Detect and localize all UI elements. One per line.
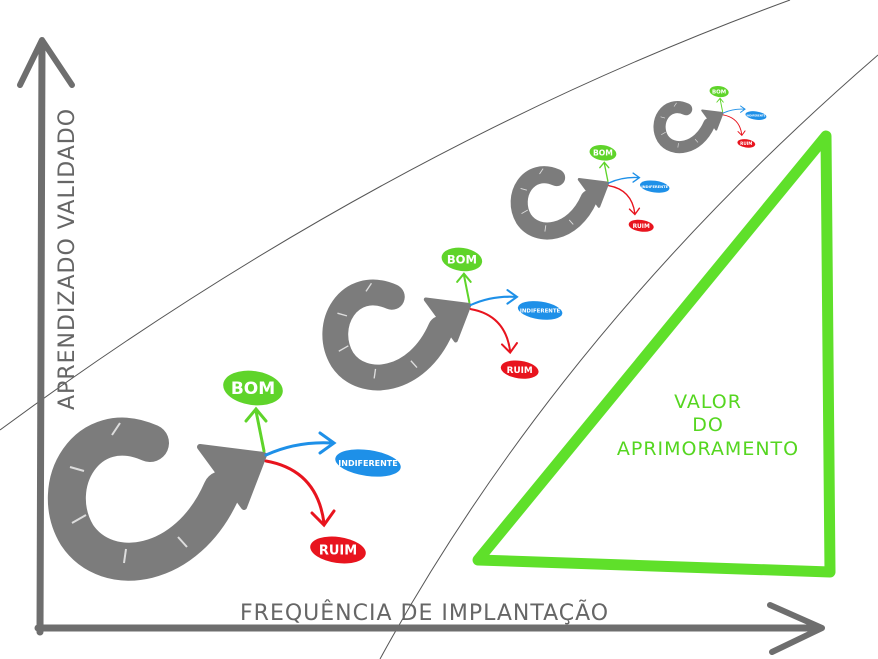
feedback-loop: BOM INDIFERENTE RUIM — [48, 370, 401, 581]
loop-tick — [410, 360, 418, 369]
neutral-outcome-label: INDIFERENTE — [641, 185, 668, 189]
bad-outcome-badge — [310, 536, 366, 564]
loop-tick — [365, 282, 373, 292]
bad-branch-arrow — [469, 308, 518, 355]
loop-tick — [568, 219, 574, 225]
bad-branch-arrow — [608, 185, 641, 216]
loop-tick — [177, 536, 188, 548]
bad-outcome-badge — [737, 139, 756, 148]
neutral-branch-arrow — [469, 289, 519, 307]
loop-arrow-body — [48, 417, 241, 581]
y-axis — [17, 37, 75, 636]
bad-outcome-label: RUIM — [740, 141, 752, 146]
loop-tick — [694, 139, 699, 143]
bad-outcome-label: RUIM — [633, 224, 650, 230]
good-outcome-badge — [709, 86, 729, 98]
good-branch-arrow — [456, 272, 472, 304]
feedback-loop: BOM INDIFERENTE RUIM — [322, 247, 563, 391]
value-label-line-2: DO — [692, 414, 724, 436]
neutral-outcome-badge — [639, 180, 670, 193]
loop-tick — [521, 209, 529, 214]
loop-arrow-head — [197, 444, 267, 510]
upper-boundary-line — [0, 0, 791, 431]
loop-tick — [539, 168, 544, 175]
good-outcome-badge — [441, 247, 483, 272]
loop-tick — [69, 466, 85, 472]
loop-tick — [661, 131, 666, 136]
neutral-outcome-badge — [745, 111, 767, 120]
good-branch-arrow — [244, 406, 268, 453]
good-branch-arrow — [716, 97, 724, 113]
loop-tick — [544, 225, 547, 232]
neutral-outcome-label: INDIFERENTE — [520, 308, 561, 314]
neutral-outcome-badge — [335, 449, 401, 477]
loop-arrow-body — [510, 166, 598, 240]
bad-branch-arrow — [264, 459, 336, 528]
neutral-branch-arrow — [722, 105, 746, 114]
good-outcome-badge — [589, 145, 617, 161]
feedback-loop: BOM INDIFERENTE RUIM — [653, 86, 767, 154]
x-axis-label: FREQUÊNCIA DE IMPLANTAÇÃO — [240, 599, 609, 626]
bad-outcome-label: RUIM — [507, 366, 533, 376]
loop-arrow-body — [322, 279, 454, 391]
loop-arrow-head — [577, 178, 610, 208]
value-label-line-1: VALOR — [674, 391, 742, 413]
good-outcome-label: BOM — [231, 379, 275, 399]
loop-arrow-head — [423, 297, 472, 343]
loop-tick — [111, 422, 121, 436]
loop-tick — [337, 312, 348, 317]
lower-boundary-line — [379, 54, 878, 659]
neutral-outcome-badge — [517, 301, 563, 320]
good-branch-arrow — [599, 161, 610, 182]
loop-arrow-body — [653, 101, 716, 154]
neutral-outcome-label: INDIFERENTE — [338, 459, 397, 468]
value-triangle — [472, 130, 836, 578]
bad-outcome-label: RUIM — [319, 544, 357, 559]
good-outcome-badge — [223, 370, 283, 406]
y-axis-label: APRENDIZADO VALIDADO — [55, 108, 80, 410]
good-outcome-label: BOM — [593, 149, 613, 158]
loop-arrow-head — [701, 109, 724, 131]
loop-tick — [673, 102, 677, 107]
bad-outcome-badge — [628, 219, 654, 232]
neutral-branch-arrow — [608, 172, 641, 184]
good-outcome-label: BOM — [712, 90, 726, 96]
loop-tick — [123, 548, 127, 564]
loop-tick — [677, 143, 679, 148]
loop-tick — [373, 368, 377, 379]
good-outcome-label: BOM — [447, 253, 477, 267]
loop-tick — [660, 116, 666, 119]
loop-tick — [520, 187, 528, 191]
bad-outcome-badge — [500, 360, 539, 379]
value-label-line-3: APRIMORAMENTO — [617, 438, 799, 460]
loop-tick — [338, 345, 349, 352]
feedback-loop: BOM INDIFERENTE RUIM — [510, 145, 670, 240]
x-axis — [34, 602, 825, 655]
neutral-branch-arrow — [264, 431, 337, 457]
loop-tick — [71, 514, 87, 524]
bad-branch-arrow — [722, 114, 746, 137]
neutral-outcome-label: INDIFERENTE — [746, 113, 765, 117]
